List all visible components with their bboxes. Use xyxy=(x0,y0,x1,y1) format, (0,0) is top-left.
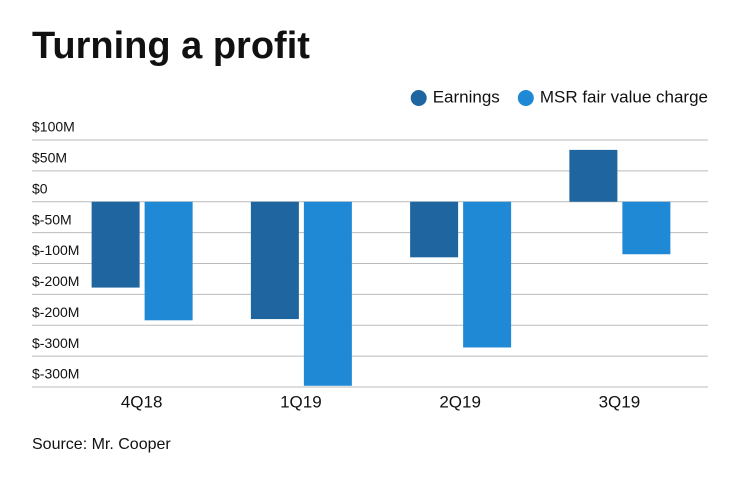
x-tick-label: 1Q19 xyxy=(280,392,322,411)
bar xyxy=(144,201,193,321)
chart-title: Turning a profit xyxy=(32,25,310,67)
y-tick-label: $-300M xyxy=(32,335,79,351)
y-tick-label: $-50M xyxy=(32,211,72,227)
bar xyxy=(569,149,618,202)
bar xyxy=(303,201,352,386)
x-tick-label: 2Q19 xyxy=(439,392,481,411)
bar xyxy=(410,201,459,258)
x-tick-label: 3Q19 xyxy=(599,392,641,411)
y-tick-label: $-200M xyxy=(32,304,79,320)
bar xyxy=(91,201,140,288)
source-note: Source: Mr. Cooper xyxy=(32,436,171,453)
y-tick-label: $-300M xyxy=(32,366,79,382)
y-tick-label: $100M xyxy=(32,119,75,135)
x-tick-label: 4Q18 xyxy=(121,392,163,411)
y-tick-label: $-100M xyxy=(32,242,79,258)
legend-label: MSR fair value charge xyxy=(540,87,708,106)
y-tick-label: $50M xyxy=(32,150,67,166)
bar xyxy=(250,201,299,320)
legend-label: Earnings xyxy=(433,87,500,106)
bar xyxy=(622,201,671,255)
bar xyxy=(463,201,512,348)
legend-swatch xyxy=(410,90,427,106)
y-tick-label: $-200M xyxy=(32,273,79,289)
y-tick-label: $0 xyxy=(32,180,48,196)
legend-swatch xyxy=(517,90,534,106)
